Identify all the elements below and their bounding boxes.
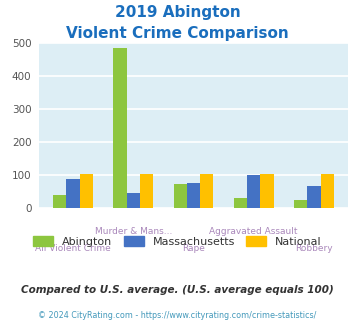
Bar [66, 179, 80, 208]
Bar [234, 198, 247, 208]
Text: Robbery: Robbery [295, 244, 333, 253]
Bar [294, 200, 307, 208]
Bar [80, 174, 93, 208]
Text: 2019 Abington: 2019 Abington [115, 5, 240, 20]
Bar [53, 195, 66, 208]
Text: Murder & Mans...: Murder & Mans... [94, 227, 172, 236]
Bar [127, 193, 140, 208]
Text: All Violent Crime: All Violent Crime [35, 244, 111, 253]
Text: Violent Crime Comparison: Violent Crime Comparison [66, 26, 289, 41]
Text: © 2024 CityRating.com - https://www.cityrating.com/crime-statistics/: © 2024 CityRating.com - https://www.city… [38, 311, 317, 320]
Text: Compared to U.S. average. (U.S. average equals 100): Compared to U.S. average. (U.S. average … [21, 285, 334, 295]
Bar [247, 175, 260, 208]
Bar [307, 186, 321, 208]
Text: Rape: Rape [182, 244, 205, 253]
Legend: Abington, Massachusetts, National: Abington, Massachusetts, National [30, 233, 325, 250]
Bar [200, 174, 213, 208]
Bar [140, 174, 153, 208]
Bar [321, 174, 334, 208]
Text: Aggravated Assault: Aggravated Assault [209, 227, 298, 236]
Bar [113, 48, 127, 208]
Bar [174, 184, 187, 208]
Bar [260, 174, 274, 208]
Bar [187, 183, 200, 208]
